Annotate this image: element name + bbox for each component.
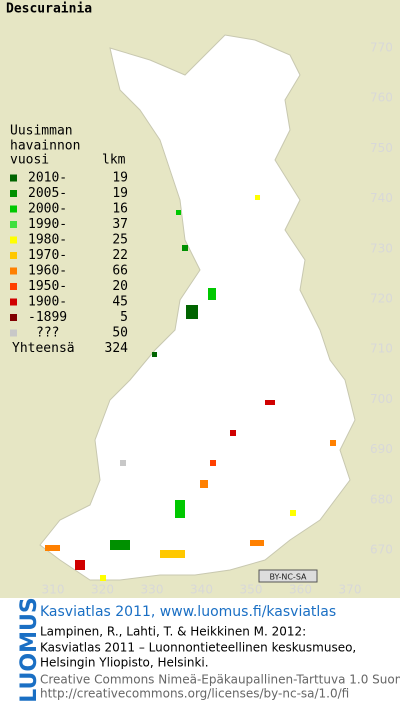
northing-label: 690	[370, 442, 393, 456]
northing-label: 680	[370, 492, 393, 506]
observation	[176, 210, 181, 215]
legend-heading: Uusimman	[10, 124, 73, 139]
license-text: Creative Commons Nimeä-Epäkaupallinen-Ta…	[40, 673, 400, 687]
northing-label: 750	[370, 141, 393, 155]
observation	[152, 352, 157, 357]
northing-label: 710	[370, 342, 393, 356]
legend-count: 22	[112, 248, 128, 263]
logo: LUOMUS	[17, 597, 42, 702]
legend-total-label: Yhteensä	[12, 341, 75, 356]
legend-swatch	[10, 252, 17, 259]
northing-label: 740	[370, 191, 393, 205]
license-badge	[258, 569, 318, 583]
observation	[160, 550, 185, 558]
legend-count: 20	[112, 279, 128, 294]
legend-label: 2000-	[28, 202, 67, 217]
citation: Helsingin Yliopisto, Helsinki.	[40, 656, 209, 670]
observation	[120, 460, 126, 466]
observation	[100, 575, 106, 581]
observation	[208, 288, 216, 300]
legend-label: 2005-	[28, 186, 67, 201]
legend-label: 2010-	[28, 171, 67, 186]
legend-col-year: vuosi	[10, 153, 49, 168]
easting-label: 340	[190, 583, 213, 597]
northing-label: 720	[370, 292, 393, 306]
easting-label: 360	[289, 583, 312, 597]
observation	[182, 245, 188, 251]
legend-swatch	[10, 314, 17, 321]
observation	[186, 305, 198, 319]
license-badge-text: BY-NC-SA	[269, 573, 307, 582]
legend-label: 1970-	[28, 248, 67, 263]
legend-total: 324	[105, 341, 129, 356]
legend-count: 19	[112, 186, 128, 201]
easting-label: 350	[240, 583, 263, 597]
legend-count: 37	[112, 217, 128, 232]
observation	[110, 540, 130, 550]
observation	[230, 430, 236, 436]
legend-swatch	[10, 190, 17, 197]
map-title: Descurainia	[6, 2, 92, 17]
legend-col-count: lkm	[102, 153, 126, 168]
citation: Kasviatlas 2011 – Luonnontieteellinen ke…	[40, 641, 356, 655]
legend-swatch	[10, 221, 17, 228]
legend-count: 45	[112, 295, 128, 310]
legend-count: 5	[120, 310, 128, 325]
observation-squares	[45, 195, 336, 581]
observation	[75, 560, 85, 570]
northing-label: 770	[370, 41, 393, 55]
legend-count: 19	[112, 171, 128, 186]
observation	[45, 545, 60, 551]
headline: Kasviatlas 2011, www.luomus.fi/kasviatla…	[40, 604, 336, 620]
citation: Lampinen, R., Lahti, T. & Heikkinen M. 2…	[40, 625, 306, 639]
grid-labels: 770 760 750 740 730 720 710 700 690 680 670 310 320 3…	[42, 41, 393, 597]
legend-swatch	[10, 236, 17, 244]
legend-label: 1990-	[28, 217, 67, 232]
legend-label: 1900-	[28, 295, 67, 310]
easting-label: 310	[42, 583, 65, 597]
observation	[330, 440, 336, 446]
observation	[250, 540, 264, 546]
observation	[200, 480, 208, 488]
legend-count: 25	[112, 233, 128, 248]
observation	[210, 460, 216, 466]
legend-swatch	[10, 267, 17, 275]
northing-label: 700	[370, 392, 393, 406]
legend-count: 16	[112, 202, 128, 217]
observation	[175, 500, 185, 518]
observation	[290, 510, 296, 516]
observation	[265, 400, 275, 405]
northing-label: 730	[370, 241, 393, 255]
legend-swatch	[10, 174, 17, 182]
legend-heading: havainnon	[10, 139, 80, 154]
legend-label: 1960-	[28, 264, 67, 279]
legend-swatch	[10, 329, 17, 337]
legend-swatch	[10, 283, 17, 290]
legend-count: 50	[112, 326, 128, 341]
northing-label: 760	[370, 91, 393, 105]
legend-swatch	[10, 205, 17, 213]
legend-swatch	[10, 298, 17, 306]
easting-label: 370	[339, 583, 362, 597]
easting-label: 320	[91, 583, 114, 597]
legend-label: -1899	[28, 310, 67, 325]
observation	[255, 195, 260, 200]
license-url: http://creativecommons.org/licenses/by-n…	[40, 687, 349, 701]
easting-label: 330	[141, 583, 164, 597]
legend-label: 1950-	[28, 279, 67, 294]
northing-label: 670	[370, 543, 393, 557]
legend-count: 66	[112, 264, 128, 279]
legend-label: ???	[36, 326, 59, 341]
legend-label: 1980-	[28, 233, 67, 248]
